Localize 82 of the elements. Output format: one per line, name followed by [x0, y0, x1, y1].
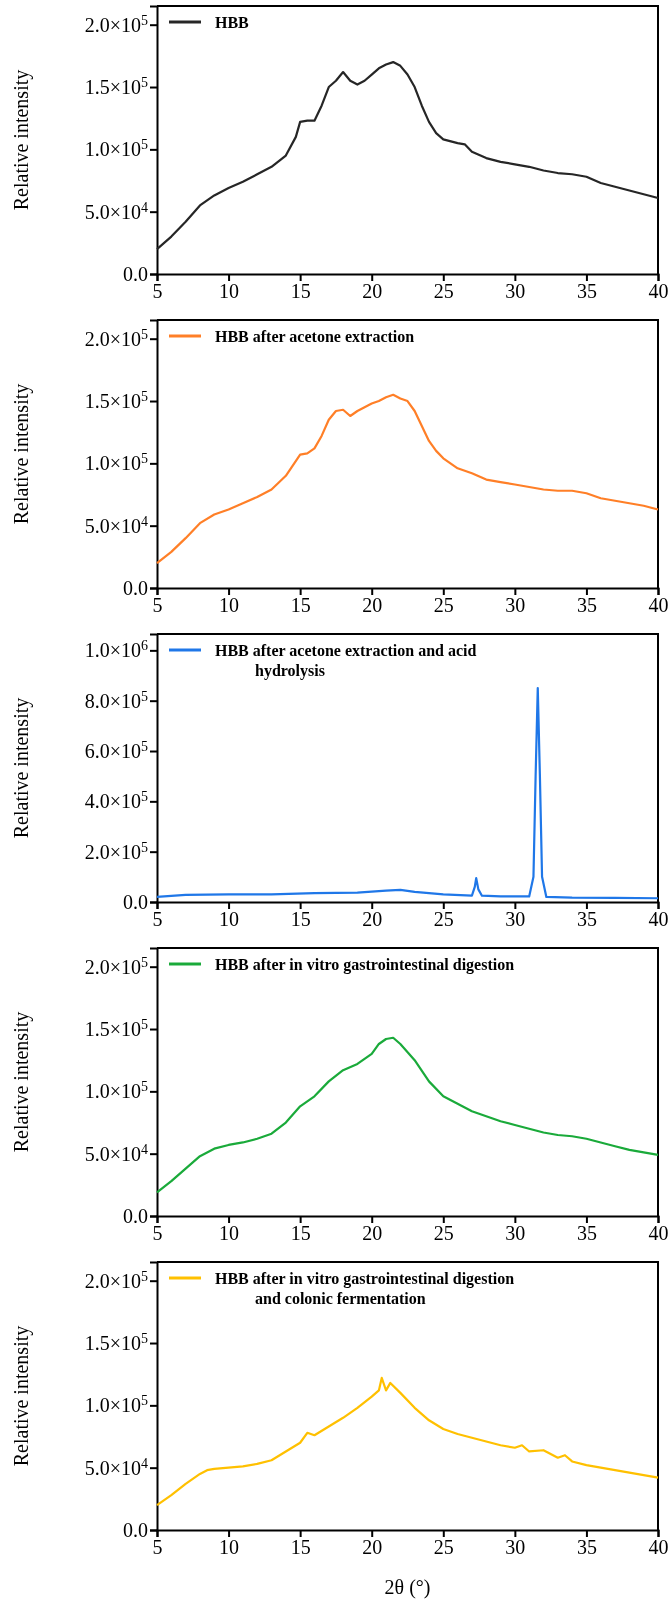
x-tick-label: 35 [576, 280, 597, 303]
y-tick-label: 6.0×10$^{5}$ [84, 738, 148, 762]
x-tick-label: 5 [152, 594, 163, 617]
line-series [155, 393, 660, 565]
x-tick-label: 35 [576, 594, 597, 617]
y-tick-label: 0.0 [123, 576, 148, 599]
y-tick-label: 2.0×10$^{5}$ [84, 326, 148, 350]
x-tick-label: 20 [362, 280, 383, 303]
x-tick-label: 25 [433, 594, 454, 617]
y-tick-label: 0.0 [123, 1204, 148, 1227]
x-tick-label: 5 [152, 280, 163, 303]
x-tick-label: 10 [219, 280, 240, 303]
x-axis-title: 2θ (°) [384, 1576, 431, 1599]
x-tick-label: 40 [648, 1536, 669, 1559]
y-tick-label: 5.0×10$^{4}$ [84, 1141, 148, 1165]
y-tick-label: 2.0×10$^{5}$ [84, 12, 148, 36]
x-tick-label: 20 [362, 594, 383, 617]
y-axis-title: Relative intensity [10, 697, 33, 839]
y-tick-label: 5.0×10$^{4}$ [84, 1455, 148, 1479]
x-tick-label: 30 [505, 1222, 526, 1245]
x-tick-label: 15 [290, 594, 311, 617]
x-tick-label: 30 [505, 1536, 526, 1559]
legend-label: HBB after in vitro gastrointestinal digestion and colonic fermentation [215, 1270, 515, 1307]
x-tick-label: 15 [290, 1222, 311, 1245]
x-tick-label: 25 [433, 280, 454, 303]
y-axis-title: Relative intensity [10, 1011, 33, 1153]
y-tick-label: 0.0 [123, 1518, 148, 1541]
y-tick-label: 1.0×10$^{5}$ [84, 450, 148, 475]
x-tick-label: 10 [219, 908, 240, 931]
x-tick-label: 35 [576, 1536, 597, 1559]
x-tick-label: 10 [219, 594, 240, 617]
x-tick-label: 25 [433, 908, 454, 931]
y-tick-label: 2.0×10$^{5}$ [84, 1268, 148, 1292]
x-tick-label: 25 [433, 1222, 454, 1245]
y-tick-label: 0.0 [123, 262, 148, 285]
legend-label: HBB [215, 14, 250, 31]
x-tick-label: 30 [505, 908, 526, 931]
x-tick-label: 5 [152, 1536, 163, 1559]
y-tick-label: 1.0×10$^{6}$ [84, 637, 148, 662]
line-series [155, 687, 660, 900]
y-tick-label: 1.5×10$^{5}$ [84, 74, 148, 98]
x-tick-label: 40 [648, 908, 669, 931]
y-tick-label: 1.5×10$^{5}$ [84, 1330, 148, 1354]
x-tick-label: 30 [505, 280, 526, 303]
legend-label: HBB after acetone extraction and acid hydrolysis [215, 642, 477, 680]
y-tick-label: 1.5×10$^{5}$ [84, 1016, 148, 1040]
x-tick-label: 30 [505, 594, 526, 617]
y-tick-label: 2.0×10$^{5}$ [84, 839, 148, 863]
x-tick-label: 15 [290, 1536, 311, 1559]
x-tick-label: 40 [648, 280, 669, 303]
legend-label: HBB after acetone extraction [215, 328, 415, 345]
y-axis-title: Relative intensity [10, 1325, 33, 1467]
y-tick-label: 1.0×10$^{5}$ [84, 1392, 148, 1417]
y-axis-title: Relative intensity [10, 69, 33, 211]
x-tick-label: 35 [576, 908, 597, 931]
line-series [155, 60, 660, 251]
y-tick-label: 0.0 [123, 890, 148, 913]
y-tick-label: 2.0×10$^{5}$ [84, 954, 148, 978]
y-tick-label: 5.0×10$^{4}$ [84, 199, 148, 223]
x-tick-label: 20 [362, 1222, 383, 1245]
y-axis-title: Relative intensity [10, 383, 33, 525]
x-tick-label: 10 [219, 1536, 240, 1559]
y-tick-label: 1.0×10$^{5}$ [84, 1078, 148, 1103]
x-tick-label: 20 [362, 1536, 383, 1559]
y-tick-label: 1.5×10$^{5}$ [84, 388, 148, 412]
x-tick-label: 25 [433, 1536, 454, 1559]
y-tick-label: 4.0×10$^{5}$ [84, 788, 148, 813]
y-tick-label: 5.0×10$^{4}$ [84, 513, 148, 537]
x-tick-label: 15 [290, 280, 311, 303]
x-tick-label: 20 [362, 908, 383, 931]
x-tick-label: 40 [648, 1222, 669, 1245]
legend-label: HBB after in vitro gastrointestinal digestion [215, 956, 515, 974]
x-tick-label: 5 [152, 908, 163, 931]
x-tick-label: 15 [290, 908, 311, 931]
line-series [155, 1376, 660, 1507]
x-tick-label: 40 [648, 594, 669, 617]
line-series [155, 1036, 660, 1194]
x-tick-label: 10 [219, 1222, 240, 1245]
x-tick-label: 35 [576, 1222, 597, 1245]
y-tick-label: 1.0×10$^{5}$ [84, 136, 148, 161]
x-tick-label: 5 [152, 1222, 163, 1245]
y-tick-label: 8.0×10$^{5}$ [84, 688, 148, 712]
